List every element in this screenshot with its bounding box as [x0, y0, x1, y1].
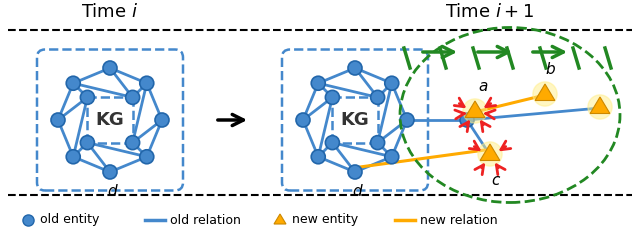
Circle shape: [66, 76, 80, 90]
Circle shape: [66, 150, 80, 164]
Text: new relation: new relation: [420, 213, 498, 227]
Text: a: a: [478, 79, 488, 94]
Text: new entity: new entity: [292, 213, 358, 227]
Text: old relation: old relation: [170, 213, 241, 227]
Circle shape: [400, 113, 414, 127]
Text: d: d: [107, 184, 117, 199]
Circle shape: [348, 61, 362, 75]
Circle shape: [155, 113, 169, 127]
Text: KG: KG: [95, 111, 124, 129]
Circle shape: [325, 90, 339, 104]
Circle shape: [385, 150, 399, 164]
Circle shape: [460, 113, 474, 127]
Text: KG: KG: [340, 111, 369, 129]
Circle shape: [125, 90, 140, 104]
Circle shape: [51, 113, 65, 127]
Circle shape: [140, 150, 154, 164]
Circle shape: [385, 76, 399, 90]
Text: c: c: [491, 173, 499, 188]
Text: old entity: old entity: [40, 213, 99, 227]
Circle shape: [311, 150, 325, 164]
Circle shape: [371, 90, 385, 104]
Polygon shape: [590, 97, 610, 114]
Text: d: d: [352, 184, 362, 199]
Circle shape: [81, 90, 94, 104]
Circle shape: [125, 136, 140, 150]
Polygon shape: [465, 101, 485, 118]
Polygon shape: [535, 84, 555, 100]
Text: b: b: [545, 62, 555, 77]
Circle shape: [371, 136, 385, 150]
Circle shape: [140, 76, 154, 90]
Circle shape: [296, 113, 310, 127]
Circle shape: [81, 136, 94, 150]
Polygon shape: [480, 144, 500, 160]
Text: Time $i$: Time $i$: [81, 3, 139, 21]
Polygon shape: [274, 214, 286, 224]
Circle shape: [348, 165, 362, 179]
Circle shape: [103, 165, 117, 179]
Circle shape: [533, 82, 557, 106]
Circle shape: [325, 136, 339, 150]
Text: Time $i+1$: Time $i+1$: [445, 3, 534, 21]
Circle shape: [588, 95, 612, 119]
Circle shape: [103, 61, 117, 75]
Circle shape: [311, 76, 325, 90]
Circle shape: [478, 142, 502, 166]
Circle shape: [463, 99, 487, 123]
